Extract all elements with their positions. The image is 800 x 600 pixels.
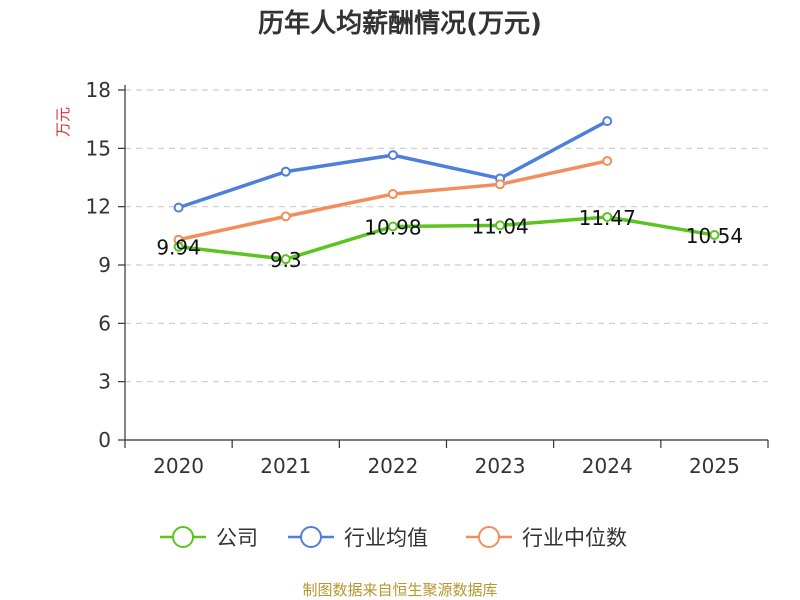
x-tick-label-2020: 2020 [153, 454, 204, 478]
y-axis-label: 万元 [54, 107, 72, 137]
point-2-2022 [387, 189, 398, 200]
x-tick-label-2022: 2022 [367, 454, 418, 478]
x-tick-label-2024: 2024 [582, 454, 633, 478]
data-label-2024: 11.47 [579, 206, 636, 230]
legend-label-0: 公司 [216, 526, 258, 550]
point-2-2021 [280, 211, 291, 222]
point-0-2023 [495, 220, 506, 231]
point-1-2024 [602, 116, 613, 127]
point-1-2020 [173, 202, 184, 213]
data-label-2022: 10.98 [364, 216, 421, 240]
source-note: 制图数据来自恒生聚源数据库 [302, 581, 497, 599]
legend-item-0[interactable]: 公司 [160, 526, 258, 550]
legend-marker-1 [300, 526, 322, 548]
grid-lines [125, 89, 768, 383]
point-0-2020 [173, 241, 184, 252]
data-labels: 9.94 9.3 10.98 11.04 11.47 10.54 [156, 206, 743, 272]
data-label-2020: 9.94 [156, 236, 201, 260]
series-line-0 [178, 215, 715, 261]
x-tick-label-2023: 2023 [475, 454, 526, 478]
point-2-2023 [495, 179, 506, 190]
axes: 0 3 6 9 12 15 18 2020 2021 2022 2023 2024 2025 [86, 78, 769, 478]
series-points [173, 116, 720, 265]
legend-item-2[interactable]: 行业中位数 [466, 526, 627, 550]
series-lines [178, 119, 715, 261]
point-2-2024 [602, 155, 613, 166]
y-tick-label-15: 15 [86, 136, 111, 160]
data-label-2023: 11.04 [471, 214, 528, 238]
legend-item-1[interactable]: 行业均值 [288, 526, 428, 550]
point-0-2025 [709, 230, 720, 241]
y-tick-label-9: 9 [98, 253, 111, 277]
data-label-2021: 9.3 [270, 248, 302, 272]
y-tick-label-12: 12 [86, 195, 111, 219]
chart-title: 历年人均薪酬情况(万元) [258, 8, 542, 39]
point-0-2024 [602, 211, 613, 222]
y-tick-label-3: 3 [98, 370, 111, 394]
legend-marker-2 [478, 526, 500, 548]
legend-label-1: 行业均值 [344, 526, 428, 550]
point-1-2022 [387, 150, 398, 161]
legend-marker-0 [172, 526, 194, 548]
x-tick-label-2021: 2021 [260, 454, 311, 478]
point-0-2022 [387, 221, 398, 232]
data-label-2025: 10.54 [686, 224, 743, 248]
point-0-2021 [280, 254, 291, 265]
point-1-2021 [280, 166, 291, 177]
y-tick-label-0: 0 [98, 428, 111, 452]
y-tick-label-18: 18 [86, 78, 111, 102]
legend[interactable]: 公司 行业均值 行业中位数 [160, 526, 627, 550]
y-tick-label-6: 6 [98, 311, 111, 335]
legend-label-2: 行业中位数 [522, 526, 627, 550]
x-tick-label-2025: 2025 [689, 454, 740, 478]
